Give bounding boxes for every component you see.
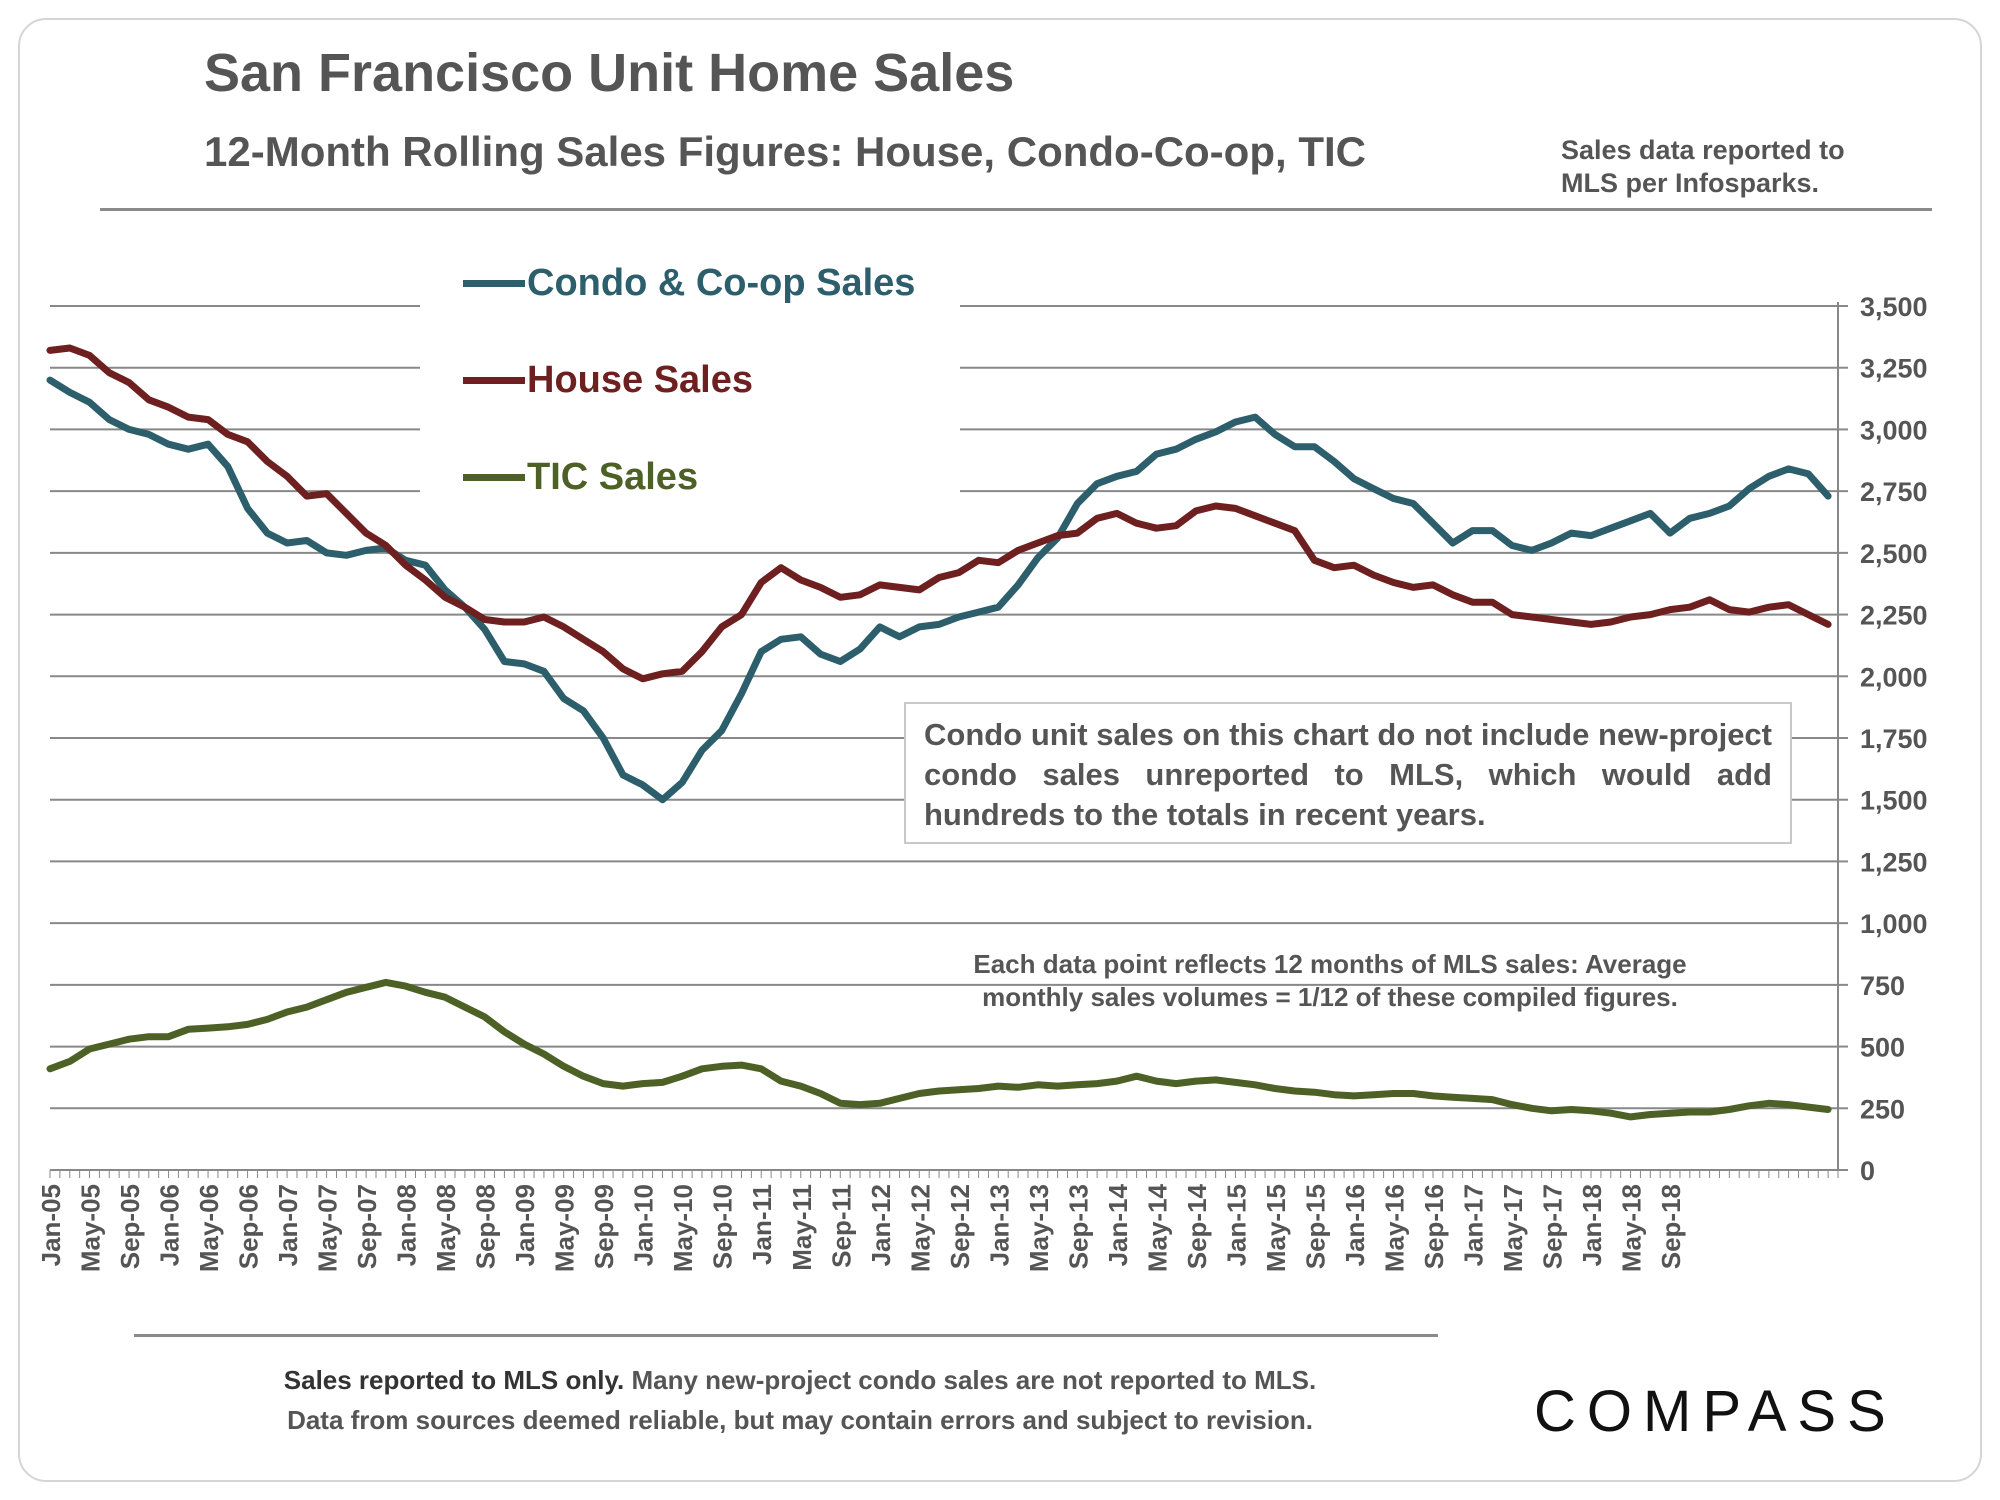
legend-tic: TIC Sales (463, 456, 698, 499)
y-tick-label: 250 (1860, 1094, 1905, 1124)
footer-line1-bold: Sales reported to MLS only. (284, 1365, 624, 1395)
x-tick-label: Jan-15 (1221, 1184, 1251, 1266)
x-tick-label: Sep-11 (826, 1184, 856, 1268)
x-tick-label: May-12 (905, 1184, 935, 1272)
x-tick-label: May-08 (431, 1184, 461, 1272)
y-tick-label: 1,000 (1860, 909, 1928, 939)
x-tick-label: Jan-13 (984, 1184, 1014, 1266)
x-tick-labels: Jan-05 May-05 Sep-05 Jan-06 May-06 Sep-06 Jan-… (36, 1183, 1686, 1272)
y-tick-label: 0 (1860, 1156, 1875, 1186)
legend-tic-swatch (463, 474, 525, 481)
y-tick-label: 2,250 (1860, 601, 1928, 631)
x-tick-label: May-07 (313, 1184, 343, 1272)
x-tick-label: Jan-18 (1577, 1184, 1607, 1266)
x-tick-label: Sep-12 (945, 1184, 975, 1269)
x-tick-label: Sep-14 (1182, 1183, 1212, 1269)
y-tick-label: 750 (1860, 971, 1905, 1001)
footer-line2: Data from sources deemed reliable, but m… (200, 1400, 1400, 1440)
y-tick-label: 1,500 (1860, 786, 1928, 816)
data-note-line2: monthly sales volumes = 1/12 of these co… (880, 981, 1780, 1014)
x-tick-label: May-17 (1498, 1184, 1528, 1272)
data-point-note: Each data point reflects 12 months of ML… (880, 948, 1780, 1014)
legend-condo: Condo & Co-op Sales (463, 262, 915, 305)
x-tick-label: Sep-10 (708, 1184, 738, 1269)
x-tick-label: Jan-11 (747, 1184, 777, 1265)
y-tick-label: 1,250 (1860, 847, 1928, 877)
legend-condo-swatch (463, 280, 525, 287)
x-tick-label: May-13 (1024, 1184, 1054, 1272)
x-tick-label: Jan-17 (1458, 1184, 1488, 1266)
y-tick-label: 3,500 (1860, 292, 1928, 322)
y-tick-label: 1,750 (1860, 724, 1928, 754)
footer-divider (134, 1334, 1438, 1337)
x-tick-label: Sep-15 (1300, 1184, 1330, 1269)
x-tick-label: Sep-17 (1538, 1184, 1568, 1269)
x-tick-label: Jan-12 (866, 1184, 896, 1266)
x-tick-label: May-16 (1379, 1184, 1409, 1272)
x-tick-label: May-05 (76, 1184, 106, 1272)
x-tick-label: May-09 (550, 1184, 580, 1272)
footer-disclaimer: Sales reported to MLS only. Many new-pro… (200, 1360, 1400, 1440)
legend-house: House Sales (463, 359, 753, 402)
footer-line1-rest: Many new-project condo sales are not rep… (624, 1365, 1316, 1395)
y-tick-labels: 0 250 500 750 1,000 1,250 1,500 1,750 2,000 2,250… (1860, 292, 1928, 1186)
x-tick-label: Jan-05 (36, 1184, 66, 1266)
x-tick-label: May-11 (787, 1184, 817, 1271)
y-tick-label: 500 (1860, 1033, 1905, 1063)
x-tick-label: May-15 (1261, 1184, 1291, 1272)
legend-tic-label: TIC Sales (527, 456, 698, 499)
x-tick-label: Jan-06 (155, 1184, 185, 1266)
x-tick-label: May-10 (668, 1184, 698, 1272)
legend-condo-label: Condo & Co-op Sales (527, 262, 915, 305)
x-tick-label: Sep-13 (1063, 1184, 1093, 1269)
x-tick-label: Sep-06 (234, 1184, 264, 1269)
x-tick-label: Sep-08 (471, 1184, 501, 1269)
x-tick-label: Sep-18 (1656, 1184, 1686, 1269)
data-note-line1: Each data point reflects 12 months of ML… (880, 948, 1780, 981)
brand-logo: COMPASS (1534, 1378, 1897, 1445)
x-tick-label: Jan-07 (273, 1184, 303, 1266)
x-tick-label: May-14 (1142, 1183, 1172, 1272)
x-tick-label: Sep-16 (1419, 1184, 1449, 1269)
y-tick-label: 2,750 (1860, 477, 1928, 507)
legend-house-swatch (463, 377, 525, 384)
y-tick-label: 3,000 (1860, 415, 1928, 445)
x-tick-label: May-18 (1617, 1184, 1647, 1272)
y-tick-label: 3,250 (1860, 354, 1928, 384)
x-tick-label: Sep-07 (352, 1184, 382, 1269)
x-tick-label: Sep-09 (589, 1184, 619, 1269)
x-tick-label: Jan-16 (1340, 1184, 1370, 1266)
callout-note: Condo unit sales on this chart do not in… (904, 702, 1792, 844)
legend-house-label: House Sales (527, 359, 753, 402)
x-tick-label: Jan-10 (629, 1184, 659, 1266)
x-tick-label: Jan-08 (392, 1184, 422, 1266)
x-tick-label: Sep-05 (115, 1184, 145, 1269)
x-tick-label: Jan-09 (510, 1184, 540, 1266)
y-tick-label: 2,000 (1860, 662, 1928, 692)
x-tick-label: May-06 (194, 1184, 224, 1272)
y-tick-label: 2,500 (1860, 539, 1928, 569)
x-tick-label: Jan-14 (1103, 1183, 1133, 1266)
